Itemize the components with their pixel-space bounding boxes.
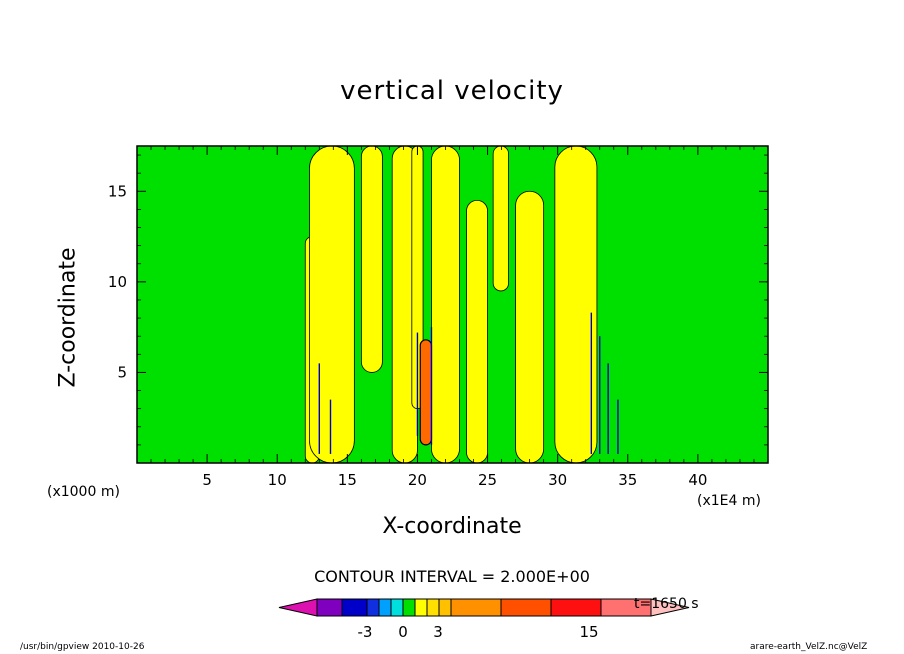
updraft-band-2: [360, 146, 383, 373]
colorbar-swatch: [550, 598, 602, 617]
updraft-band-5: [431, 146, 460, 463]
colorbar-swatch: [341, 598, 368, 617]
colorbar-swatch: [390, 598, 404, 617]
colorbar-min-arrow: [278, 598, 318, 617]
x-tick-label: 20: [408, 471, 427, 489]
updraft-band-7: [492, 146, 509, 292]
colorbar-label: 15: [579, 623, 598, 641]
updraft-band-1: [309, 146, 355, 463]
colorbar-swatch: [316, 598, 343, 617]
colorbar-label: 3: [433, 623, 443, 641]
y-tick-label: 15: [108, 182, 127, 200]
colorbar-swatch: [366, 598, 380, 617]
x-tick-label: 15: [338, 471, 357, 489]
x-tick-label: 40: [688, 471, 707, 489]
y-tick-label: 10: [108, 273, 127, 291]
x-tick-label: 10: [268, 471, 287, 489]
updraft-band-6: [466, 199, 488, 463]
colorbar-label: 0: [398, 623, 408, 641]
footer-file-variable: arare-earth_VelZ.nc@VelZ: [750, 642, 868, 652]
colorbar-max-arrow: [650, 598, 690, 617]
colorbar-swatch: [426, 598, 440, 617]
plot-frame: [136, 145, 769, 464]
x-tick-label: 5: [202, 471, 212, 489]
y-tick-label: 5: [117, 363, 127, 381]
colorbar-swatch: [438, 598, 452, 617]
colorbar-swatch: [450, 598, 502, 617]
x-unit-note: (x1E4 m): [697, 493, 761, 509]
time-label: t=1650 s: [634, 596, 699, 612]
y-axis-label: Z-coordinate: [55, 247, 81, 388]
updraft-band-9: [554, 146, 598, 463]
chart-title: vertical velocity: [340, 76, 564, 106]
colorbar-swatch: [402, 598, 416, 617]
x-tick-label: 25: [478, 471, 497, 489]
colorbar-swatch: [414, 598, 428, 617]
x-axis-label: X-coordinate: [382, 514, 522, 539]
contour-interval-text: CONTOUR INTERVAL = 2.000E+00: [314, 567, 590, 586]
colorbar-label: -3: [358, 623, 373, 641]
updraft-band-8: [515, 190, 545, 463]
x-multiplier-note: (x1000 m): [47, 484, 120, 500]
x-tick-label: 30: [548, 471, 567, 489]
colorbar-swatch: [378, 598, 392, 617]
colorbar-swatch: [500, 598, 552, 617]
strong-updraft-core: [419, 339, 433, 446]
x-tick-label: 35: [618, 471, 637, 489]
footer-program-date: /usr/bin/gpview 2010-10-26: [20, 642, 145, 652]
